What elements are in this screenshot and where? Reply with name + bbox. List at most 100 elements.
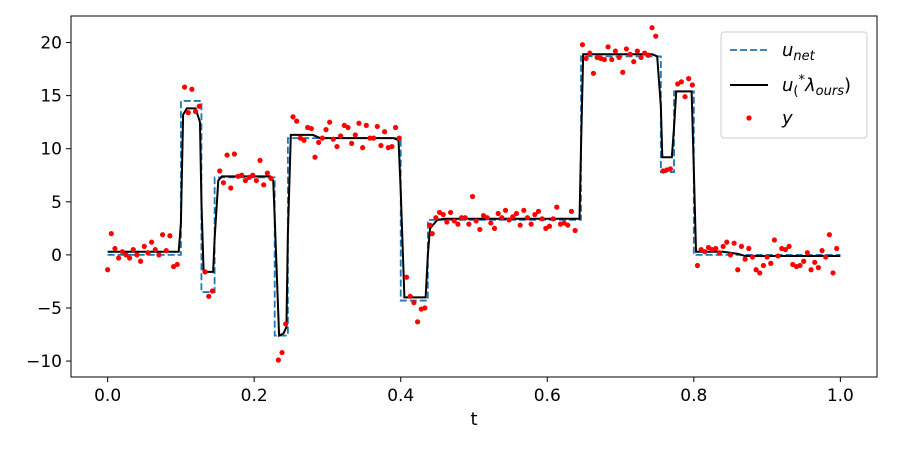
data-point-y: [403, 274, 410, 280]
legend-label-u-net: unet: [782, 40, 816, 64]
data-point-y: [724, 239, 730, 245]
y-tick-label: 15: [40, 87, 62, 107]
legend-label-subscript-ours: ours: [816, 84, 845, 99]
data-point-y: [330, 136, 336, 142]
legend: unet u(*λours) y: [720, 31, 868, 139]
data-point-y: [649, 25, 655, 31]
data-point-y: [731, 240, 737, 246]
data-point-y: [786, 243, 792, 250]
data-point-y: [228, 185, 234, 191]
data-point-y: [407, 293, 413, 299]
data-point-y: [264, 170, 270, 176]
data-point-y: [517, 222, 523, 228]
data-point-y: [261, 182, 267, 188]
data-point-y: [119, 249, 125, 255]
data-point-y: [546, 223, 553, 229]
legend-label-superscript: *: [799, 73, 806, 88]
data-point-y: [702, 249, 708, 255]
data-point-y: [283, 321, 289, 327]
legend-label-u-star: u(*λours): [782, 73, 851, 99]
plot-area: [105, 25, 841, 363]
data-point-y: [609, 56, 615, 63]
data-point-y: [367, 135, 373, 141]
legend-label-main: u: [782, 40, 793, 61]
data-point-y: [782, 246, 789, 253]
y-tick-label: 0: [51, 246, 62, 266]
data-point-y: [499, 215, 505, 221]
data-point-y: [667, 166, 673, 172]
x-tick-label: 0.4: [387, 386, 414, 406]
data-point-y: [550, 216, 556, 222]
data-point-y: [141, 243, 147, 250]
data-point-y: [764, 254, 770, 260]
data-point-y: [174, 261, 180, 268]
plot-frame: [70, 15, 878, 378]
legend-label-y: y: [781, 108, 793, 129]
legend-handle-y: [746, 115, 752, 121]
data-point-y: [275, 357, 281, 363]
data-point-y: [757, 270, 763, 276]
data-point-y: [477, 226, 483, 233]
data-point-y: [753, 267, 759, 273]
data-point-y: [587, 50, 593, 56]
data-point-y: [801, 258, 807, 264]
data-point-y: [713, 245, 719, 252]
data-point-y: [156, 252, 162, 258]
data-point-y: [371, 135, 377, 141]
data-point-y: [495, 210, 501, 217]
data-point-y: [231, 151, 237, 157]
data-point-y: [572, 227, 578, 234]
data-point-y: [389, 143, 395, 150]
data-point-y: [804, 250, 810, 256]
data-point-y: [771, 237, 778, 243]
data-point-y: [411, 300, 417, 306]
data-point-y: [396, 135, 402, 141]
data-point-y: [112, 245, 118, 252]
data-point-y: [510, 214, 516, 220]
legend-label-subscript: net: [793, 49, 815, 64]
data-point-y: [382, 129, 388, 135]
y-tick-label: −10: [26, 352, 62, 372]
data-point-y: [345, 124, 351, 131]
legend-box: [720, 31, 868, 139]
data-point-y: [484, 215, 490, 221]
data-point-y: [239, 172, 245, 178]
data-point-y: [189, 86, 195, 92]
x-tick-label: 0.8: [680, 386, 707, 406]
data-point-y: [742, 256, 748, 262]
data-point-y: [116, 255, 122, 261]
data-point-y: [653, 33, 659, 39]
data-point-y: [834, 245, 840, 252]
data-point-y: [797, 262, 803, 269]
data-point-y: [502, 207, 509, 213]
y-tick-label: 20: [40, 34, 62, 54]
data-point-y: [192, 108, 199, 115]
data-point-y: [108, 231, 114, 237]
data-point-y: [823, 254, 829, 260]
data-point-y: [528, 221, 534, 227]
data-point-y: [605, 44, 611, 50]
data-point-y: [565, 222, 571, 228]
data-point-y: [447, 209, 454, 216]
data-point-y: [338, 133, 344, 139]
data-point-y: [290, 114, 296, 120]
data-point-y: [422, 305, 428, 311]
legend-label-main: u: [782, 75, 793, 96]
data-point-y: [250, 172, 256, 178]
data-point-y: [686, 76, 692, 82]
data-point-y: [506, 217, 512, 223]
data-point-y: [466, 221, 472, 227]
data-point-y: [105, 267, 111, 273]
data-point-y: [130, 246, 136, 253]
data-point-y: [738, 243, 745, 250]
data-point-y: [253, 177, 259, 184]
x-tick-label: 1.0: [827, 386, 854, 406]
data-point-y: [363, 122, 369, 128]
data-point-y: [319, 135, 325, 141]
data-point-y: [830, 270, 836, 276]
data-point-y: [429, 231, 435, 237]
data-point-y: [612, 48, 619, 54]
data-point-y: [356, 120, 362, 126]
data-point-y: [535, 208, 542, 214]
legend-label-close-paren: ): [844, 75, 851, 96]
